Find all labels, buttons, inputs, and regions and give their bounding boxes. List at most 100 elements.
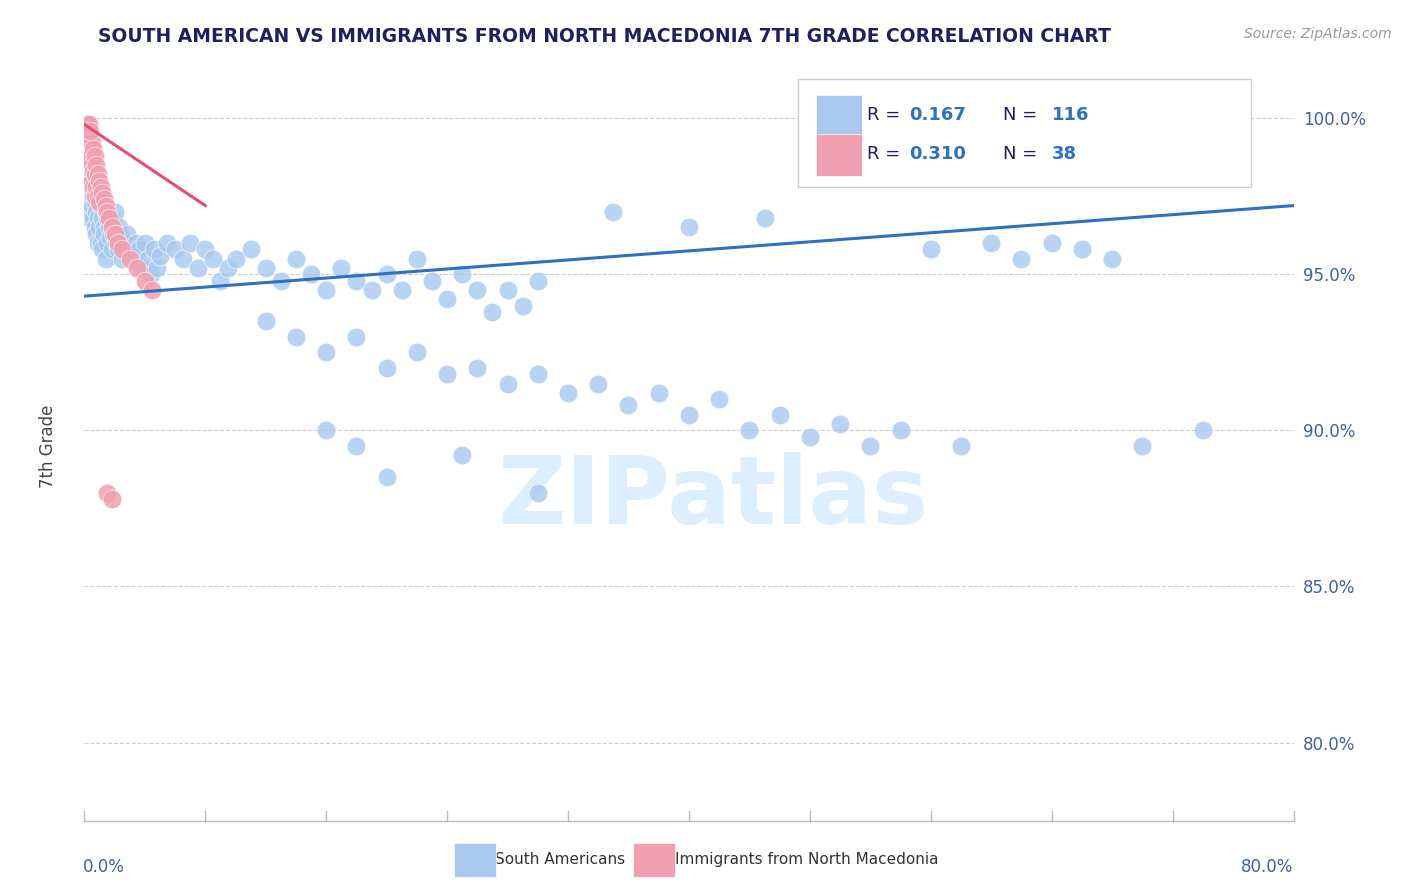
Point bbox=[77, 117, 100, 131]
Point bbox=[375, 360, 398, 375]
Point bbox=[194, 242, 217, 256]
Point bbox=[285, 329, 308, 343]
Text: 7th Grade: 7th Grade bbox=[39, 404, 58, 488]
Point bbox=[254, 314, 277, 328]
Point bbox=[98, 229, 121, 244]
Point bbox=[94, 204, 117, 219]
Point bbox=[91, 242, 114, 256]
Point bbox=[101, 227, 124, 241]
Text: 0.310: 0.310 bbox=[910, 145, 966, 162]
Point bbox=[709, 392, 731, 406]
Point bbox=[481, 304, 503, 318]
Point bbox=[105, 235, 128, 250]
Point bbox=[527, 367, 550, 381]
Point bbox=[80, 158, 103, 172]
Point bbox=[128, 242, 150, 256]
Point bbox=[890, 423, 912, 437]
Point bbox=[108, 220, 131, 235]
Point bbox=[86, 204, 108, 219]
Point bbox=[149, 248, 172, 262]
Point bbox=[97, 220, 120, 235]
FancyBboxPatch shape bbox=[815, 135, 862, 176]
Point bbox=[1192, 423, 1215, 437]
Point bbox=[93, 192, 115, 206]
Point bbox=[87, 167, 110, 181]
Point bbox=[799, 429, 821, 443]
Point bbox=[285, 252, 308, 266]
Point bbox=[179, 235, 201, 250]
Point bbox=[91, 186, 114, 200]
Point bbox=[602, 204, 624, 219]
Point bbox=[79, 123, 101, 137]
Text: N =: N = bbox=[1004, 145, 1038, 162]
Point bbox=[360, 283, 382, 297]
Point bbox=[79, 148, 101, 162]
Point bbox=[254, 260, 277, 275]
Point bbox=[617, 398, 640, 412]
Point bbox=[678, 220, 700, 235]
Point bbox=[118, 242, 141, 256]
Point bbox=[80, 198, 103, 212]
Point bbox=[107, 235, 129, 250]
Point bbox=[451, 448, 474, 462]
Point bbox=[82, 189, 104, 203]
Point bbox=[467, 360, 489, 375]
Point bbox=[187, 260, 209, 275]
Point bbox=[87, 189, 110, 203]
Point bbox=[82, 164, 104, 178]
Point bbox=[80, 179, 103, 194]
Point bbox=[87, 211, 110, 225]
Point bbox=[136, 252, 159, 266]
Point bbox=[141, 283, 163, 297]
Point bbox=[112, 235, 135, 250]
Point bbox=[225, 252, 247, 266]
Point bbox=[80, 136, 103, 150]
Point bbox=[86, 158, 108, 172]
Point bbox=[84, 189, 107, 203]
Point bbox=[97, 211, 120, 225]
Point bbox=[96, 485, 118, 500]
Point bbox=[111, 252, 134, 266]
Text: South Americans: South Americans bbox=[495, 853, 626, 867]
Point bbox=[127, 260, 149, 275]
Point bbox=[738, 423, 761, 437]
Point bbox=[527, 485, 550, 500]
Text: 38: 38 bbox=[1052, 145, 1077, 162]
Point bbox=[830, 417, 852, 431]
Point bbox=[451, 268, 474, 282]
Point bbox=[1101, 252, 1123, 266]
Point bbox=[557, 385, 579, 400]
Text: SOUTH AMERICAN VS IMMIGRANTS FROM NORTH MACEDONIA 7TH GRADE CORRELATION CHART: SOUTH AMERICAN VS IMMIGRANTS FROM NORTH … bbox=[98, 27, 1111, 45]
Point bbox=[527, 273, 550, 287]
Point bbox=[134, 235, 156, 250]
Point bbox=[146, 260, 169, 275]
Point bbox=[920, 242, 942, 256]
Point bbox=[239, 242, 262, 256]
Point bbox=[76, 173, 98, 187]
Point bbox=[82, 179, 104, 194]
Point bbox=[156, 235, 179, 250]
Text: 0.167: 0.167 bbox=[910, 106, 966, 124]
Point bbox=[172, 252, 194, 266]
Point bbox=[96, 204, 118, 219]
Point bbox=[89, 220, 111, 235]
Point bbox=[375, 268, 398, 282]
Point bbox=[346, 329, 368, 343]
Point bbox=[950, 439, 973, 453]
Point bbox=[315, 283, 337, 297]
Point bbox=[209, 273, 232, 287]
Point bbox=[648, 385, 671, 400]
Point bbox=[90, 235, 112, 250]
FancyBboxPatch shape bbox=[815, 95, 862, 136]
Text: R =: R = bbox=[866, 145, 900, 162]
Text: Source: ZipAtlas.com: Source: ZipAtlas.com bbox=[1244, 27, 1392, 41]
FancyBboxPatch shape bbox=[797, 78, 1251, 187]
Point bbox=[86, 227, 108, 241]
Point bbox=[420, 273, 443, 287]
Text: Immigrants from North Macedonia: Immigrants from North Macedonia bbox=[675, 853, 938, 867]
Point bbox=[496, 376, 519, 391]
Point bbox=[1161, 111, 1184, 125]
Point bbox=[76, 117, 98, 131]
Point bbox=[82, 142, 104, 156]
Point bbox=[93, 227, 115, 241]
